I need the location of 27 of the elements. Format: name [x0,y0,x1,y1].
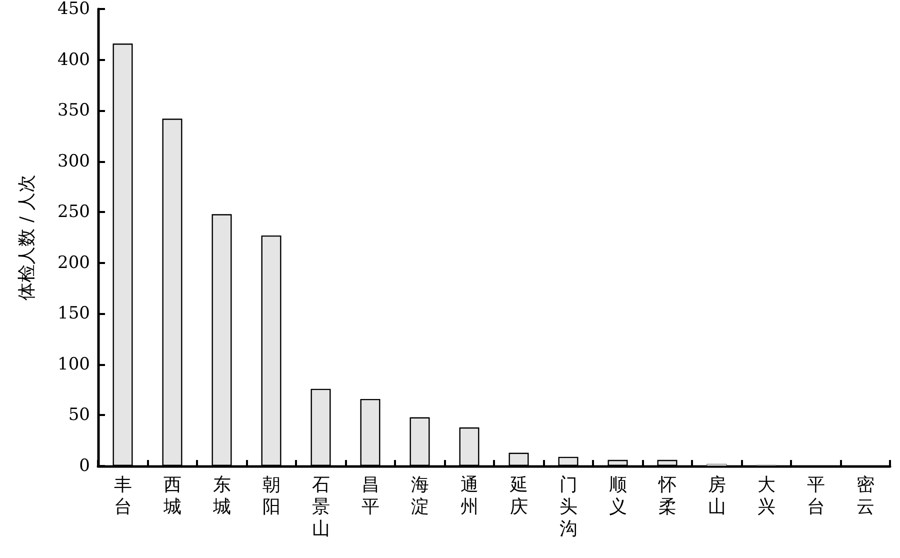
x-tick-label: 通州 [460,474,478,518]
y-tick-label: 100 [58,354,90,374]
x-tick-label: 海淀 [410,474,429,518]
x-tick-label: 石景山 [312,474,330,540]
x-tick-label: 房山 [708,474,726,518]
x-tick-label: 东城 [212,474,231,518]
y-axis-title: 体检人数 / 人次 [16,174,38,300]
x-tick-label: 平台 [806,474,825,518]
y-tick-label: 200 [58,252,90,273]
x-tick-label: 怀柔 [657,474,676,518]
x-tick-label: 门头沟 [559,474,578,540]
x-tick-label: 朝阳 [262,474,280,518]
y-tick-label: 400 [58,50,90,70]
x-tick-label: 昌平 [361,474,380,518]
y-tick-label: 50 [68,405,90,426]
y-tick-label: 450 [58,0,90,19]
y-tick-label: 150 [58,304,90,324]
x-tick-label: 密云 [856,474,874,518]
x-tick-label: 丰台 [114,474,132,518]
y-tick-label: 250 [58,202,90,222]
y-tick-label: 0 [79,456,90,476]
x-tick-label: 顺义 [608,474,627,518]
x-tick-label: 延庆 [508,474,528,518]
x-tick-label: 西城 [162,474,182,518]
x-tick-label: 大兴 [757,474,776,518]
y-tick-label: 300 [58,151,90,172]
y-tick-label: 350 [58,100,90,121]
